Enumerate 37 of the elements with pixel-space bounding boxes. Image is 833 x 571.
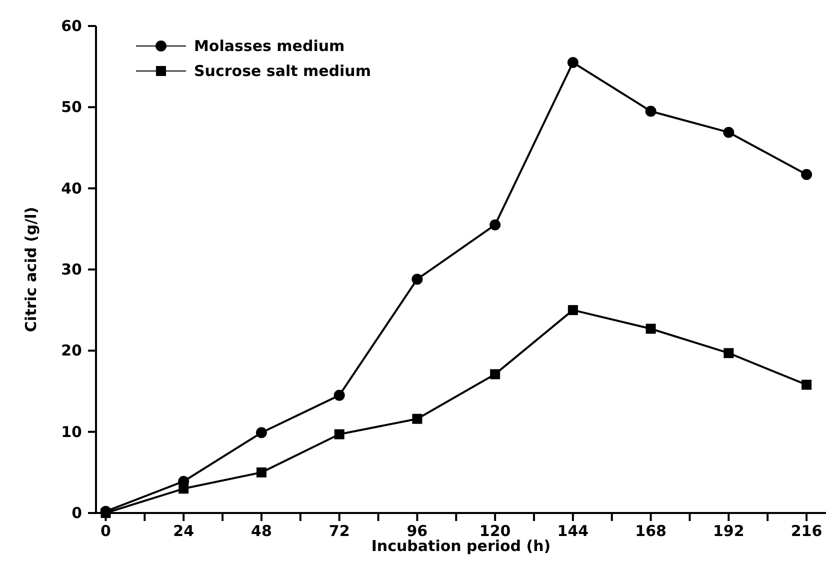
y-tick-label: 0 <box>72 504 82 522</box>
point <box>334 429 344 440</box>
legend-label: Molasses medium <box>194 37 345 55</box>
point <box>334 390 345 401</box>
point <box>412 414 422 424</box>
y-axis-title: Citric acid (g/l) <box>22 206 40 332</box>
point <box>490 369 500 380</box>
x-tick-label: 168 <box>635 522 666 540</box>
point <box>646 324 656 334</box>
y-tick-label: 30 <box>61 260 82 278</box>
y-tick-label: 10 <box>61 422 82 441</box>
x-tick-label: 192 <box>713 522 744 540</box>
point <box>645 106 656 117</box>
y-tick-label: 40 <box>61 179 82 198</box>
x-tick-label: 216 <box>790 522 822 540</box>
x-tick-label: 120 <box>479 522 511 540</box>
legend-label: Sucrose salt medium <box>194 62 371 80</box>
x-tick-label: 144 <box>557 522 589 540</box>
point <box>567 57 578 68</box>
point <box>801 169 812 180</box>
point <box>568 305 578 316</box>
y-tick-label: 50 <box>61 98 82 116</box>
y-tick-label: 60 <box>61 17 82 35</box>
x-tick-label: 24 <box>173 522 194 540</box>
point <box>723 126 734 138</box>
x-tick-label: 96 <box>406 522 428 540</box>
y-tick-label: 20 <box>61 342 82 360</box>
point <box>256 467 266 478</box>
point <box>802 380 812 390</box>
x-tick-label: 0 <box>100 522 111 540</box>
x-tick-label: 72 <box>328 522 350 540</box>
point <box>412 274 423 285</box>
x-tick-label: 48 <box>251 522 272 540</box>
point <box>256 427 267 438</box>
point <box>490 219 501 230</box>
point <box>724 348 734 358</box>
x-axis-title: Incubation period (h) <box>371 537 551 555</box>
